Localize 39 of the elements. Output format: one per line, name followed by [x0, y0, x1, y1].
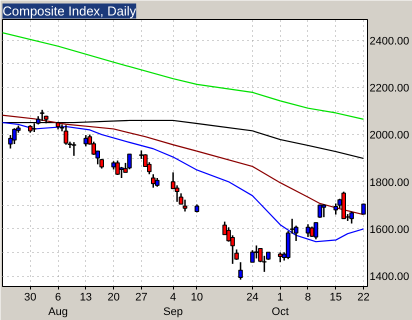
y-tick-label: 1600.00	[370, 224, 410, 236]
candlestick	[182, 198, 188, 212]
candlestick	[72, 141, 76, 157]
candlestick	[150, 173, 156, 188]
x-tick-label: 6 Aug	[48, 292, 68, 318]
x-tick-label: 10	[190, 292, 204, 304]
candlestick	[84, 134, 88, 148]
candlestick	[349, 210, 354, 224]
candlestick	[278, 252, 283, 263]
x-tick-label: 27	[135, 292, 148, 304]
candlestick	[127, 153, 132, 170]
line-series	[2, 32, 364, 120]
x-tick-label: 20	[107, 292, 120, 304]
candlestick	[119, 166, 124, 179]
candlestick	[322, 203, 326, 218]
candlestick	[174, 184, 180, 203]
candlestick	[250, 249, 255, 263]
x-tick-label: 8	[304, 292, 312, 304]
y-tick-label: 1400.00	[370, 271, 410, 284]
y-tick-label: 2200.00	[370, 82, 410, 94]
x-tick-label: 1 Oct	[272, 292, 289, 318]
y-tick-label: 2000.00	[370, 130, 410, 142]
candlestick	[238, 261, 243, 280]
candlestick	[333, 202, 338, 216]
y-tick-label: 1800.00	[370, 176, 410, 189]
x-tick-label: 22	[357, 292, 370, 304]
line-series	[2, 114, 364, 216]
candlestick	[115, 160, 120, 176]
x-tick-label: 13	[80, 292, 92, 304]
y-tick-label: 2400.00	[370, 35, 410, 48]
x-tick-label: 30	[24, 292, 36, 304]
candlestick	[12, 127, 17, 145]
x-tick-label: 24	[246, 292, 259, 304]
x-tick-label: 4 Sep	[163, 292, 183, 318]
candlestick	[318, 204, 322, 219]
chart-title: Composite Index, Daily	[2, 4, 137, 18]
candlestick	[64, 124, 68, 146]
x-tick-label: 15	[330, 292, 342, 304]
candlestick	[310, 226, 314, 238]
